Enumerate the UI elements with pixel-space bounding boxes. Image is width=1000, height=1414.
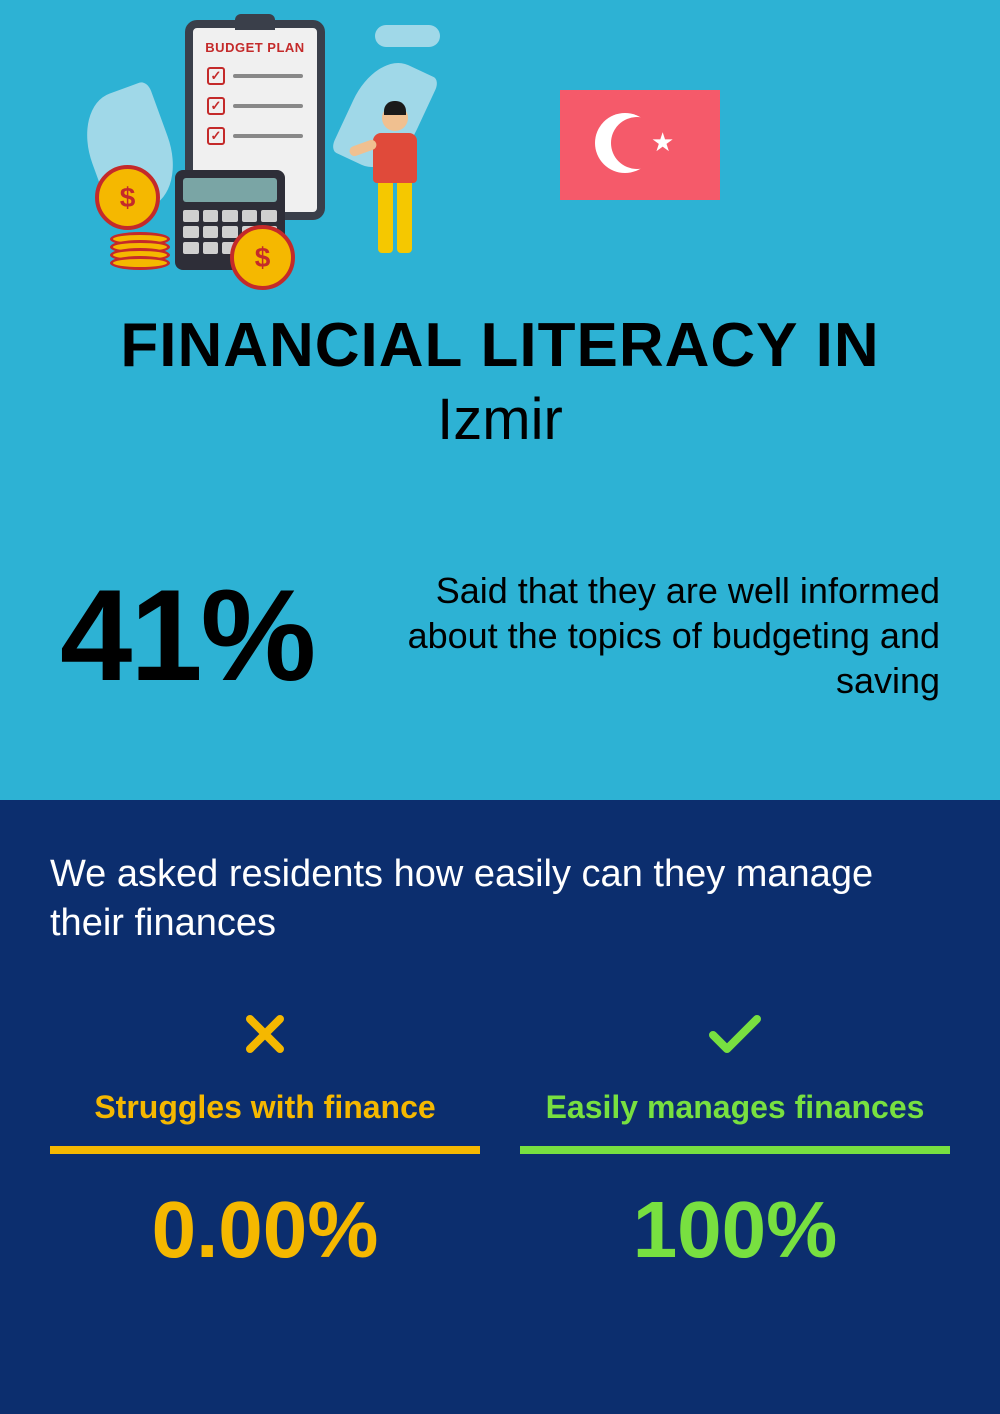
divider bbox=[50, 1146, 480, 1154]
x-icon bbox=[50, 1009, 480, 1079]
check-icon bbox=[520, 1009, 950, 1079]
struggles-column: Struggles with finance 0.00% bbox=[50, 1009, 480, 1276]
cloud-decoration bbox=[375, 25, 440, 47]
headline-percent: 41% bbox=[60, 560, 314, 710]
lower-section: We asked residents how easily can they m… bbox=[0, 800, 1000, 1414]
crescent-star-icon: ★ bbox=[595, 113, 660, 178]
line-placeholder bbox=[233, 74, 303, 78]
title-block: FINANCIAL LITERACY IN Izmir bbox=[0, 310, 1000, 453]
clipboard-title: BUDGET PLAN bbox=[193, 40, 317, 55]
city-name: Izmir bbox=[0, 386, 1000, 453]
divider bbox=[520, 1146, 950, 1154]
clipboard-clip bbox=[235, 14, 275, 30]
checklist-row: ✓ bbox=[207, 97, 303, 115]
struggles-label: Struggles with finance bbox=[50, 1089, 480, 1126]
coin-stack bbox=[110, 238, 170, 270]
check-icon: ✓ bbox=[207, 97, 225, 115]
survey-question: We asked residents how easily can they m… bbox=[50, 850, 950, 949]
check-icon: ✓ bbox=[207, 127, 225, 145]
page-title: FINANCIAL LITERACY IN bbox=[0, 310, 1000, 381]
budget-illustration: BUDGET PLAN ✓ ✓ ✓ $ $ bbox=[100, 20, 400, 280]
upper-section: BUDGET PLAN ✓ ✓ ✓ $ $ ★ bbox=[0, 0, 1000, 800]
coin-icon: $ bbox=[95, 165, 160, 230]
struggles-value: 0.00% bbox=[50, 1184, 480, 1276]
checklist-row: ✓ bbox=[207, 127, 303, 145]
manages-column: Easily manages finances 100% bbox=[520, 1009, 950, 1276]
person-illustration bbox=[360, 105, 430, 265]
headline-text: Said that they are well informed about t… bbox=[354, 568, 940, 703]
line-placeholder bbox=[233, 104, 303, 108]
results-columns: Struggles with finance 0.00% Easily mana… bbox=[50, 1009, 950, 1276]
calc-screen bbox=[183, 178, 277, 202]
manages-value: 100% bbox=[520, 1184, 950, 1276]
headline-stat: 41% Said that they are well informed abo… bbox=[60, 560, 940, 710]
line-placeholder bbox=[233, 134, 303, 138]
turkey-flag: ★ bbox=[560, 90, 720, 200]
check-icon: ✓ bbox=[207, 67, 225, 85]
manages-label: Easily manages finances bbox=[520, 1089, 950, 1126]
coin-icon: $ bbox=[230, 225, 295, 290]
checklist-row: ✓ bbox=[207, 67, 303, 85]
